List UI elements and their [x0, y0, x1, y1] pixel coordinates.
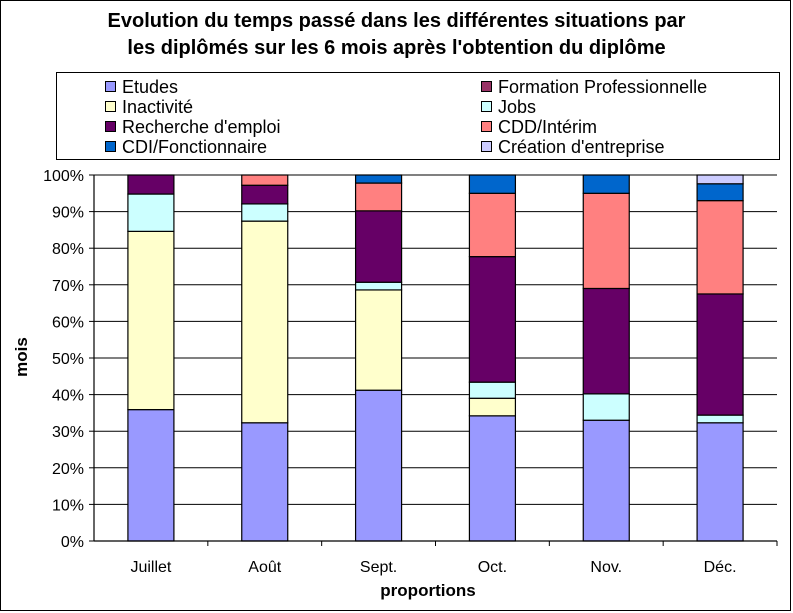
chart-legend: Etudes Formation Professionnelle Inactiv… [56, 72, 780, 160]
bar-segment [468, 192, 517, 258]
bar-segment [127, 174, 175, 195]
bar-segment [354, 289, 403, 391]
bar-segment [354, 281, 403, 291]
bars [127, 174, 744, 542]
bar-segment [354, 182, 403, 212]
bar-segment [241, 220, 289, 424]
x-tick-label: Sept. [360, 559, 397, 576]
legend-label: CDI/Fonctionnaire [122, 137, 268, 157]
y-tick-label: 60% [52, 314, 84, 331]
y-tick-label: 90% [52, 205, 84, 222]
x-tick-label: Août [248, 559, 281, 576]
bar-segment [468, 381, 517, 399]
legend-swatch [481, 101, 492, 112]
x-tick-label: Oct. [478, 559, 507, 576]
y-tick-label: 70% [52, 278, 84, 295]
bar-segment [127, 193, 175, 232]
bar-segment [696, 422, 744, 542]
bar-segment [696, 183, 744, 202]
bar-segment [696, 174, 744, 185]
bar-segment [468, 415, 517, 542]
axes: 0% 10% 20% 30% 40% 50% 60% 70% 80% 90% 100% Juillet… [43, 168, 778, 576]
y-tick-label: 40% [52, 388, 84, 405]
bar-segment [696, 414, 744, 424]
legend-swatch [105, 81, 116, 92]
bar-segment [582, 393, 630, 421]
legend-swatch [105, 121, 116, 132]
legend-label: Inactivité [122, 97, 194, 117]
x-axis-label: proportions [380, 581, 475, 600]
bar-segment [354, 389, 403, 542]
grid-lines [94, 174, 777, 505]
bar-segment [127, 230, 175, 411]
legend-swatch [481, 121, 492, 132]
legend-swatch [481, 141, 492, 152]
bar-segment [468, 256, 517, 383]
y-tick-label: 30% [52, 424, 84, 441]
bar-segment [354, 210, 403, 283]
chart-title-line-1: Evolution du temps passé dans les différ… [107, 10, 686, 32]
bar-segment [127, 409, 175, 542]
legend-label: Recherche d'emploi [122, 117, 281, 137]
bar-segment [582, 192, 630, 290]
bar-segment [241, 174, 289, 186]
legend-label: Etudes [122, 77, 179, 97]
bar-segment [696, 200, 744, 295]
x-tick-label: Nov. [590, 559, 622, 576]
bar-segment [354, 174, 403, 184]
legend-label: CDD/Intérim [498, 117, 598, 137]
y-tick-label: 10% [52, 497, 84, 514]
legend-swatch [481, 81, 492, 92]
bar-segment [696, 293, 744, 416]
legend-swatch [105, 101, 116, 112]
bar-segment [241, 184, 289, 205]
legend-label: Création d'entreprise [498, 137, 665, 157]
bar-segment [582, 419, 630, 542]
bar-segment [468, 174, 517, 194]
bar-segment [582, 174, 630, 194]
legend-label: Jobs [498, 97, 537, 117]
y-tick-label: 50% [52, 351, 84, 368]
bar-segment [241, 203, 289, 222]
y-axis-label: mois [12, 337, 31, 377]
x-tick-label: Juillet [130, 559, 171, 576]
x-tick-label: Déc. [704, 559, 737, 576]
bar-segment [582, 287, 630, 395]
y-tick-label: 100% [43, 168, 84, 185]
y-tick-label: 80% [52, 241, 84, 258]
y-tick-label: 0% [61, 534, 84, 551]
bar-segment [241, 422, 289, 542]
legend-swatch [105, 141, 116, 152]
bar-segment [468, 397, 517, 417]
y-tick-label: 20% [52, 461, 84, 478]
legend-label: Formation Professionnelle [498, 77, 708, 97]
chart-title-line-2: les diplômés sur les 6 mois après l'obte… [127, 37, 666, 59]
